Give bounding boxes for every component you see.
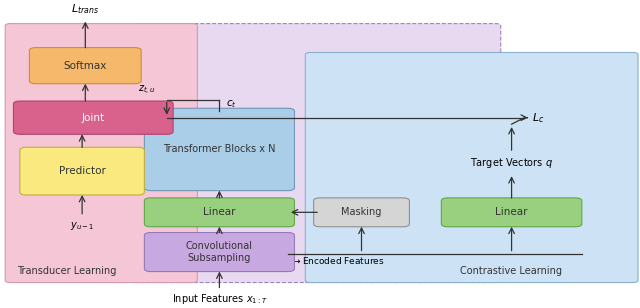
FancyBboxPatch shape [145,198,294,227]
FancyBboxPatch shape [13,101,173,134]
FancyBboxPatch shape [5,24,197,282]
Text: Softmax: Softmax [63,61,107,71]
FancyBboxPatch shape [130,24,500,282]
FancyBboxPatch shape [145,108,294,191]
Text: Convolutional
Subsampling: Convolutional Subsampling [186,241,253,263]
Text: Transformer Blocks x N: Transformer Blocks x N [163,144,276,154]
Text: Input Features $x_{1:T}$: Input Features $x_{1:T}$ [172,292,268,306]
Text: Linear: Linear [203,207,236,217]
Text: $z_{t,u}$: $z_{t,u}$ [138,84,156,97]
Text: Masking: Masking [341,207,381,217]
Text: $L_{trans}$: $L_{trans}$ [71,2,99,16]
Text: $\rightarrow$Encoded Features: $\rightarrow$Encoded Features [291,255,385,266]
Text: Contrastive Learning: Contrastive Learning [461,266,563,276]
Text: Linear: Linear [495,207,528,217]
FancyBboxPatch shape [314,198,410,227]
FancyBboxPatch shape [145,233,294,272]
Text: Predictor: Predictor [59,166,106,176]
Text: Target Vectors $q$: Target Vectors $q$ [470,156,553,170]
Text: $y_{u-1}$: $y_{u-1}$ [70,220,94,232]
Text: $L_c$: $L_c$ [532,111,545,124]
FancyBboxPatch shape [20,147,145,195]
Text: Joint: Joint [82,113,105,123]
Text: Transducer Learning: Transducer Learning [17,266,116,276]
FancyBboxPatch shape [29,47,141,84]
Text: $c_t$: $c_t$ [226,98,237,110]
FancyBboxPatch shape [442,198,582,227]
FancyBboxPatch shape [305,52,638,282]
